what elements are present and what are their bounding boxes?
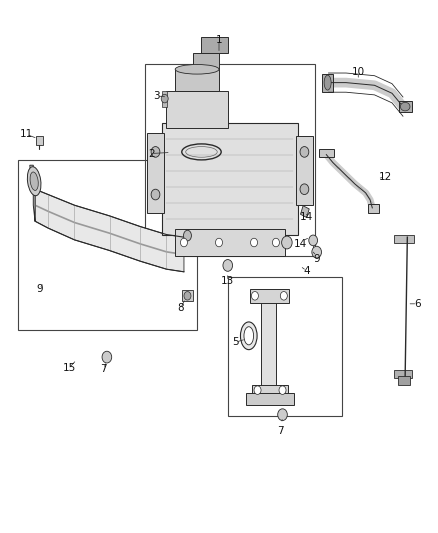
Polygon shape	[162, 91, 167, 107]
Text: 11: 11	[20, 130, 33, 139]
Circle shape	[151, 189, 160, 200]
Ellipse shape	[175, 64, 219, 74]
Polygon shape	[394, 235, 414, 243]
Polygon shape	[250, 289, 289, 303]
Text: 12: 12	[379, 172, 392, 182]
Circle shape	[151, 147, 160, 157]
Circle shape	[272, 238, 279, 247]
Polygon shape	[147, 133, 164, 213]
Text: 9: 9	[313, 254, 320, 263]
Polygon shape	[261, 296, 276, 390]
Polygon shape	[175, 69, 219, 91]
Circle shape	[309, 235, 318, 246]
Circle shape	[251, 292, 258, 300]
Ellipse shape	[240, 322, 257, 350]
Text: 7: 7	[277, 426, 284, 435]
Polygon shape	[394, 370, 412, 378]
Polygon shape	[166, 91, 228, 128]
Circle shape	[254, 386, 261, 394]
Text: 15: 15	[63, 363, 76, 373]
Text: 1: 1	[215, 35, 223, 45]
Text: 2: 2	[148, 149, 155, 158]
Polygon shape	[182, 229, 193, 243]
Text: 3: 3	[153, 91, 160, 101]
Circle shape	[251, 238, 258, 247]
Polygon shape	[36, 136, 43, 145]
Circle shape	[223, 260, 233, 271]
Ellipse shape	[30, 172, 38, 190]
Polygon shape	[201, 37, 228, 53]
Polygon shape	[182, 290, 193, 301]
Ellipse shape	[400, 102, 410, 111]
Circle shape	[280, 292, 287, 300]
Circle shape	[180, 238, 187, 247]
Polygon shape	[30, 165, 35, 221]
Text: 14: 14	[293, 239, 307, 248]
Polygon shape	[296, 136, 313, 205]
Polygon shape	[175, 229, 285, 256]
Polygon shape	[246, 393, 294, 405]
Text: 5: 5	[232, 337, 239, 347]
Circle shape	[312, 246, 321, 258]
Ellipse shape	[27, 167, 41, 196]
Ellipse shape	[324, 75, 331, 90]
Text: 9: 9	[36, 284, 43, 294]
Ellipse shape	[244, 327, 254, 345]
Text: 8: 8	[177, 303, 184, 313]
Circle shape	[184, 292, 191, 300]
Text: 7: 7	[100, 364, 107, 374]
Bar	[228, 277, 342, 416]
Text: 6: 6	[414, 299, 421, 309]
Circle shape	[278, 409, 287, 421]
Polygon shape	[322, 74, 333, 92]
Polygon shape	[162, 123, 298, 235]
Circle shape	[300, 184, 309, 195]
Circle shape	[161, 94, 168, 103]
Polygon shape	[35, 189, 184, 272]
Text: 14: 14	[300, 213, 313, 222]
Circle shape	[102, 351, 112, 363]
Circle shape	[300, 147, 309, 157]
Polygon shape	[399, 101, 412, 112]
Text: 10: 10	[352, 67, 365, 77]
Ellipse shape	[184, 230, 191, 241]
Polygon shape	[300, 206, 309, 217]
Polygon shape	[368, 204, 379, 213]
Bar	[18, 160, 197, 330]
Text: 13: 13	[221, 277, 234, 286]
Polygon shape	[319, 149, 334, 157]
Circle shape	[279, 386, 286, 394]
Circle shape	[282, 236, 292, 249]
Text: 4: 4	[303, 266, 310, 276]
Polygon shape	[193, 53, 219, 69]
Circle shape	[215, 238, 223, 247]
Polygon shape	[252, 385, 288, 395]
Polygon shape	[398, 376, 410, 385]
Bar	[145, 64, 315, 256]
